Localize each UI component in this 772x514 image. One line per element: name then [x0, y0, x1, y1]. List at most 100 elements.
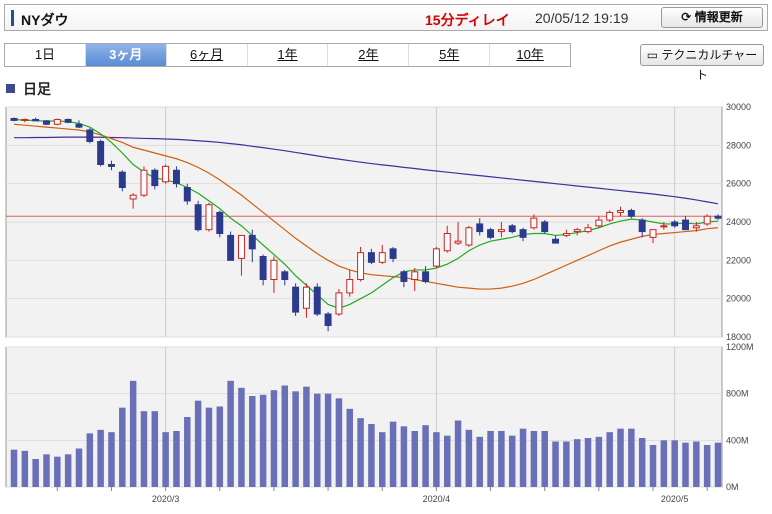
volume-bar [227, 380, 234, 487]
volume-bar [324, 393, 332, 487]
volume-tick-label: 800M [726, 389, 749, 399]
x-tick-label: 2020/5 [661, 494, 689, 504]
candle-body [281, 271, 289, 281]
volume-bar [573, 439, 581, 487]
volume-bar [595, 436, 603, 487]
price-tick-label: 28000 [726, 140, 751, 150]
volume-bar [552, 441, 559, 487]
volume-bar [86, 433, 94, 487]
volume-bar [508, 435, 516, 487]
volume-tick-label: 1200M [726, 342, 754, 352]
tab-1year[interactable]: 1年 [248, 44, 329, 66]
volume-bar [270, 390, 278, 487]
volume-bar [238, 387, 245, 487]
candle-body [227, 234, 235, 261]
volume-bar [411, 431, 418, 487]
volume-bar [671, 440, 678, 487]
volume-bar [54, 456, 61, 487]
volume-bar [714, 442, 722, 487]
volume-bar [454, 420, 462, 487]
candle-body [140, 169, 148, 196]
candle-body [671, 221, 679, 227]
volume-bar [682, 442, 689, 487]
tab-6month[interactable]: 6ヶ月 [167, 44, 248, 66]
candle-body [367, 252, 375, 263]
candle-body [378, 252, 386, 263]
candle-body [692, 225, 700, 229]
x-tick-label: 2020/3 [152, 494, 180, 504]
volume-bar [205, 407, 213, 487]
volume-bar [378, 432, 386, 487]
candle-body [508, 225, 516, 233]
candle-body [302, 286, 310, 309]
volume-bar [660, 440, 668, 487]
volume-bar [140, 411, 148, 487]
tab-5year[interactable]: 5年 [409, 44, 491, 66]
price-tick-label: 22000 [726, 255, 751, 265]
volume-bar [64, 454, 72, 487]
volume-bar [628, 428, 635, 487]
refresh-button[interactable]: ⟳ 情報更新 [661, 7, 763, 28]
volume-bar [281, 385, 289, 487]
candle-body [162, 165, 170, 183]
volume-bar [519, 428, 527, 487]
timestamp: 20/05/12 19:19 [535, 10, 629, 26]
price-tick-label: 26000 [726, 179, 751, 189]
candle-body [400, 271, 408, 282]
volume-bar [173, 431, 180, 487]
candle-body [107, 164, 115, 167]
volume-bar [129, 380, 137, 487]
period-tabs: 1日 3ヶ月 6ヶ月 1年 2年 5年 10年 [4, 43, 571, 67]
tab-1day[interactable]: 1日 [5, 44, 86, 66]
volume-bar [259, 394, 267, 487]
tab-2year[interactable]: 2年 [328, 44, 410, 66]
volume-bar [335, 398, 343, 487]
candle-body [10, 118, 18, 121]
volume-bar [249, 396, 256, 487]
delay-notice: 15分ディレイ [425, 12, 510, 28]
candle-body [216, 211, 224, 235]
volume-bar [32, 459, 39, 487]
candle-body [454, 240, 462, 244]
candle-body [476, 223, 484, 233]
volume-bar [21, 450, 29, 487]
volume-bar [638, 438, 646, 487]
volume-bar [389, 421, 397, 487]
volume-bar [422, 425, 429, 487]
section-title: 日足 [6, 79, 51, 99]
page-title: NYダウ [21, 12, 69, 28]
volume-bar [119, 407, 126, 487]
refresh-label: 情報更新 [694, 10, 743, 24]
volume-bar [584, 438, 592, 487]
x-tick-label: 2020/4 [423, 494, 451, 504]
technical-chart-label: テクニカルチャート [661, 48, 758, 82]
price-tick-label: 24000 [726, 217, 751, 227]
candle-body [714, 215, 722, 219]
volume-bar [357, 418, 364, 487]
candle-body [205, 204, 213, 231]
volume-tick-label: 400M [726, 435, 749, 445]
candle-body [530, 217, 538, 229]
volume-bar [75, 448, 83, 487]
candle-body [118, 171, 126, 189]
candle-body [638, 219, 646, 233]
candle-body [183, 187, 191, 202]
volume-tick-label: 0M [726, 482, 739, 492]
volume-bar [433, 432, 440, 487]
candle-body [21, 118, 29, 121]
volume-bar [314, 393, 321, 487]
candle-body [432, 248, 440, 267]
candle-body [552, 238, 560, 244]
candle-body [606, 211, 614, 221]
candle-body [97, 141, 105, 165]
candle-body [617, 210, 625, 213]
ma-long-line [14, 136, 719, 205]
window-icon: ▭ [646, 48, 659, 62]
tab-10year[interactable]: 10年 [516, 47, 544, 62]
technical-chart-button[interactable]: ▭ テクニカルチャート [640, 44, 764, 82]
ma-mid-line [13, 123, 719, 290]
tab-3month[interactable]: 3ヶ月 [85, 44, 167, 66]
candle-body [487, 229, 495, 238]
volume-bar [400, 426, 408, 487]
candle-body [497, 229, 505, 233]
